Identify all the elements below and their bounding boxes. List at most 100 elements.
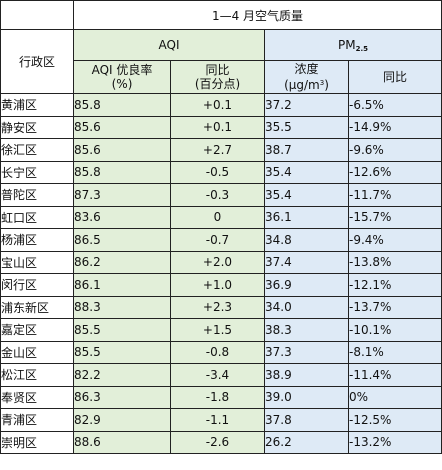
region-cell: 虹口区 — [0, 205, 74, 229]
aqi-yoy-header: 同比 (百分点) — [170, 60, 265, 94]
pm-conc-unit-exponent: 3 — [319, 79, 325, 87]
region-cell: 静安区 — [0, 115, 74, 139]
aqi-yoy-cell: +0.1 — [170, 93, 265, 117]
pm-yoy-cell: -12.6% — [347, 160, 442, 184]
pm-conc-header-line1: 浓度 — [294, 62, 319, 76]
aqi-yoy-cell: +0.1 — [170, 115, 265, 139]
region-cell: 奉贤区 — [0, 385, 74, 409]
pm-conc-cell: 38.3 — [264, 318, 349, 342]
sub-header-row: AQI 优良率 (%) 同比 (百分点) 浓度 (μg/m3) 同比 — [1, 60, 442, 94]
region-cell: 金山区 — [0, 340, 74, 364]
aqi-yoy-cell: -0.5 — [170, 160, 265, 184]
pm-conc-cell: 35.4 — [264, 160, 349, 184]
aqi-rate-header-line1: AQI 优良率 — [91, 63, 153, 77]
region-cell: 浦东新区 — [0, 295, 74, 319]
table-row: 崇明区 88.6 -2.6 26.2 -13.2% — [0, 430, 442, 454]
table-row: 长宁区 85.8 -0.5 35.4 -12.6% — [0, 160, 442, 184]
table-row: 杨浦区 86.5 -0.7 34.8 -9.4% — [0, 228, 442, 252]
pm-yoy-cell: -9.4% — [347, 228, 442, 252]
aqi-rate-cell: 85.8 — [73, 93, 171, 117]
pm-conc-unit-close: ) — [324, 78, 329, 92]
aqi-rate-cell: 85.5 — [73, 340, 171, 364]
region-cell: 闵行区 — [0, 273, 74, 297]
pm-yoy-cell: -10.1% — [347, 318, 442, 342]
pm-conc-cell: 34.0 — [264, 295, 349, 319]
table-row: 松江区 82.2 -3.4 38.9 -11.4% — [0, 363, 442, 387]
empty-corner-cell — [0, 0, 74, 30]
aqi-rate-header: AQI 优良率 (%) — [73, 60, 171, 94]
aqi-rate-header-line2: (%) — [111, 77, 133, 91]
air-quality-table: 1—4 月空气质量 行政区 AQI PM2.5 AQI 优良率 (%) 同比 (… — [0, 0, 442, 454]
pm-yoy-cell: -12.1% — [347, 273, 442, 297]
pm-conc-cell: 37.8 — [264, 408, 349, 432]
aqi-rate-cell: 87.3 — [73, 183, 171, 207]
aqi-yoy-cell: -0.7 — [170, 228, 265, 252]
pm-conc-header: 浓度 (μg/m3) — [264, 60, 349, 94]
aqi-rate-cell: 88.6 — [73, 430, 171, 454]
aqi-rate-cell: 85.6 — [73, 138, 171, 162]
pm-yoy-cell: -13.8% — [347, 250, 442, 274]
aqi-yoy-header-line2: (百分点) — [194, 77, 241, 91]
aqi-rate-cell: 86.5 — [73, 228, 171, 252]
aqi-yoy-cell: 0 — [170, 205, 265, 229]
pm25-group-header: PM2.5 — [263, 29, 442, 61]
table-row: 浦东新区 88.3 +2.3 34.0 -13.7% — [0, 295, 442, 319]
table-row: 静安区 85.6 +0.1 35.5 -14.9% — [0, 115, 442, 139]
aqi-rate-cell: 85.6 — [73, 115, 171, 139]
table-title: 1—4 月空气质量 — [72, 0, 442, 30]
aqi-yoy-cell: -1.8 — [170, 385, 265, 409]
aqi-yoy-cell: +2.0 — [170, 250, 265, 274]
aqi-yoy-header-line1: 同比 — [205, 63, 230, 77]
region-cell: 嘉定区 — [0, 318, 74, 342]
table-body: 黄浦区 85.8 +0.1 37.2 -6.5% 静安区 85.6 +0.1 35.5 -14.9… — [0, 93, 442, 454]
table-row: 徐汇区 85.6 +2.7 38.7 -9.6% — [0, 138, 442, 162]
aqi-yoy-cell: -2.6 — [170, 430, 265, 454]
pm-yoy-cell: -14.9% — [347, 115, 442, 139]
pm-conc-cell: 39.0 — [264, 385, 349, 409]
pm-yoy-cell: 0% — [347, 385, 442, 409]
aqi-yoy-cell: +2.7 — [170, 138, 265, 162]
table-row: 奉贤区 86.3 -1.8 39.0 0% — [0, 385, 442, 409]
pm-conc-cell: 34.8 — [264, 228, 349, 252]
table-row: 嘉定区 85.5 +1.5 38.3 -10.1% — [0, 318, 442, 342]
pm-conc-unit: (μg/m — [284, 78, 320, 92]
pm-conc-cell: 36.1 — [264, 205, 349, 229]
pm-yoy-cell: -11.4% — [347, 363, 442, 387]
pm-conc-cell: 37.2 — [264, 93, 349, 117]
aqi-yoy-cell: +1.5 — [170, 318, 265, 342]
pm-yoy-cell: -8.1% — [347, 340, 442, 364]
aqi-yoy-cell: +1.0 — [170, 273, 265, 297]
aqi-rate-cell: 86.1 — [73, 273, 171, 297]
group-header-row: 行政区 AQI PM2.5 — [0, 29, 442, 94]
aqi-group-header: AQI — [73, 29, 265, 61]
region-cell: 崇明区 — [0, 430, 74, 454]
aqi-yoy-cell: -1.1 — [170, 408, 265, 432]
aqi-yoy-cell: -0.3 — [170, 183, 265, 207]
table-row: 黄浦区 85.8 +0.1 37.2 -6.5% — [0, 93, 442, 117]
aqi-rate-cell: 86.3 — [73, 385, 171, 409]
region-cell: 松江区 — [0, 363, 74, 387]
pm-conc-cell: 38.9 — [264, 363, 349, 387]
region-cell: 黄浦区 — [0, 93, 74, 117]
region-cell: 徐汇区 — [0, 138, 74, 162]
pm-conc-cell: 38.7 — [264, 138, 349, 162]
pm25-subscript: 2.5 — [355, 44, 369, 53]
pm-yoy-cell: -13.7% — [347, 295, 442, 319]
pm25-label: PM — [338, 37, 356, 52]
pm-conc-cell: 37.4 — [264, 250, 349, 274]
aqi-yoy-cell: +2.3 — [170, 295, 265, 319]
aqi-rate-cell: 85.8 — [73, 160, 171, 184]
aqi-rate-cell: 86.2 — [73, 250, 171, 274]
pm-conc-cell: 35.4 — [264, 183, 349, 207]
pm-yoy-header: 同比 — [347, 60, 442, 94]
region-cell: 普陀区 — [0, 183, 74, 207]
pm-yoy-cell: -9.6% — [347, 138, 442, 162]
aqi-rate-cell: 82.9 — [73, 408, 171, 432]
aqi-rate-cell: 82.2 — [73, 363, 171, 387]
table-row: 金山区 85.5 -0.8 37.3 -8.1% — [0, 340, 442, 364]
pm-yoy-cell: -13.2% — [347, 430, 442, 454]
pm-yoy-cell: -6.5% — [347, 93, 442, 117]
region-cell: 杨浦区 — [0, 228, 74, 252]
pm-yoy-cell: -11.7% — [347, 183, 442, 207]
region-cell: 长宁区 — [0, 160, 74, 184]
